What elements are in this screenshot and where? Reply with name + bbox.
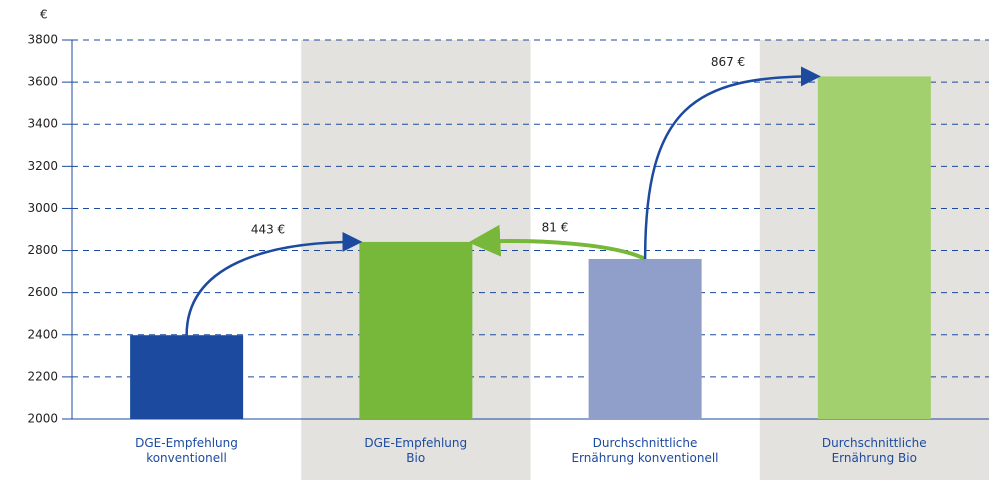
annotation: 81 € bbox=[542, 220, 569, 234]
y-tick-label: 3800 bbox=[27, 33, 58, 47]
y-axis-label: € bbox=[40, 8, 48, 22]
annotation-arrow bbox=[468, 224, 647, 261]
y-tick-label: 2800 bbox=[27, 243, 58, 257]
x-tick-label: DGE-Empfehlung konventionell bbox=[135, 436, 238, 465]
x-tick-label: Durchschnittliche Ernährung Bio bbox=[821, 436, 927, 465]
bar bbox=[130, 335, 244, 419]
y-tick-label: 3200 bbox=[27, 159, 58, 173]
y-tick-label: 2200 bbox=[27, 369, 58, 383]
y-tick-label: 3400 bbox=[27, 117, 58, 131]
x-tick-label: Durchschnittliche Ernährung konventionel… bbox=[571, 436, 719, 465]
y-tick-label: 2400 bbox=[27, 327, 58, 341]
annotation: 867 € bbox=[711, 55, 745, 69]
y-tick-label: 2600 bbox=[27, 285, 58, 299]
bar bbox=[359, 241, 473, 419]
y-tick-label: 2000 bbox=[27, 412, 58, 426]
annotation-arrow bbox=[643, 66, 821, 259]
y-tick-label: 3000 bbox=[27, 201, 58, 215]
bar bbox=[817, 76, 931, 419]
annotation: 443 € bbox=[251, 222, 285, 236]
y-tick-label: 3600 bbox=[27, 75, 58, 89]
bar bbox=[588, 258, 702, 419]
annotation-arrow bbox=[185, 231, 363, 336]
x-tick-label: DGE-Empfehlung Bio bbox=[364, 436, 468, 465]
